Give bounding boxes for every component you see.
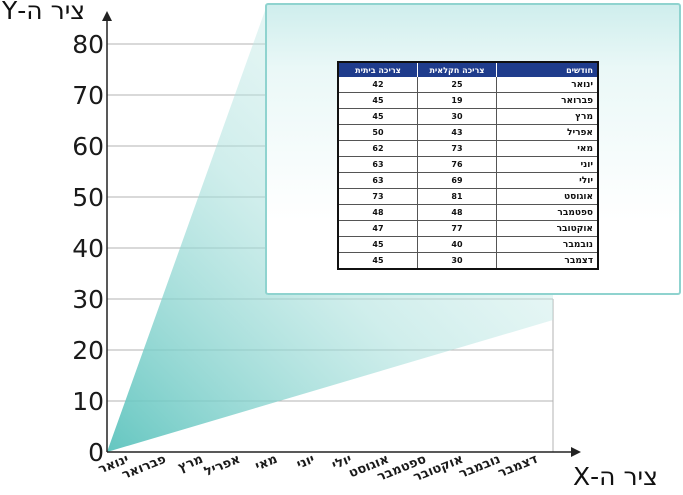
domestic-value: 62 [337,140,418,157]
month-cell: אוקטובר [496,220,598,237]
domestic-value: 63 [337,172,418,189]
y-tick-label: 40 [72,234,104,263]
agricultural-value: 43 [417,124,497,141]
y-tick-label: 20 [72,336,104,365]
y-tick-label: 80 [72,30,104,59]
month-cell: פברואר [496,92,598,109]
table-row: יוני 76 63 [337,156,598,173]
month-cell: מרץ [496,108,598,125]
x-tick-label: יולי [330,452,354,473]
y-tick-label: 70 [72,81,104,110]
x-tick-label: דצמבר [496,452,540,482]
month-cell: נובמבר [496,236,598,253]
table-header-row: חודשים צריכה חקלאית צריכה ביתית [337,62,598,77]
y-tick-label: 0 [88,438,104,467]
y-tick-label: 10 [72,387,104,416]
y-tick-labels: 0 10 20 30 40 50 60 70 80 [72,30,104,467]
table-body: ינואר 25 42 פברואר 19 45 מרץ 30 45 אפריל 43 50 מאי 73… [337,77,598,270]
month-cell: ינואר [496,77,598,93]
y-axis-arrow [102,11,112,21]
y-tick-label: 50 [72,183,104,212]
data-table: חודשים צריכה חקלאית צריכה ביתית ינואר 25 4… [337,61,599,270]
domestic-value: 50 [337,124,418,141]
domestic-value: 45 [337,108,418,125]
table-row: אפריל 43 50 [337,124,598,141]
table-row: יולי 69 63 [337,172,598,189]
agricultural-value: 30 [417,252,497,270]
x-tick-label: יוני [295,452,317,473]
x-tick-label: אפריל [202,452,242,480]
month-cell: אוגוסט [496,188,598,205]
header-domestic: צריכה ביתית [337,62,418,77]
domestic-value: 73 [337,188,418,205]
x-tick-label: מרץ [176,452,206,476]
table-row: דצמבר 30 45 [337,252,598,270]
table-row: ספטמבר 48 48 [337,204,598,221]
agricultural-value: 19 [417,92,497,109]
x-axis-title: ציר ה-X [573,462,658,491]
agricultural-value: 69 [417,172,497,189]
agricultural-value: 73 [417,140,497,157]
domestic-value: 48 [337,204,418,221]
domestic-value: 63 [337,156,418,173]
table-row: אוגוסט 81 73 [337,188,598,205]
x-tick-label: מאי [253,452,280,474]
y-axis-title: ציר ה-Y [2,0,86,25]
table-row: ינואר 25 42 [337,77,598,93]
header-months: חודשים [496,62,598,77]
x-axis-arrow [571,447,581,457]
table-row: מאי 73 62 [337,140,598,157]
table-row: אוקטובר 77 47 [337,220,598,237]
data-table-panel: חודשים צריכה חקלאית צריכה ביתית ינואר 25 4… [265,3,681,295]
month-cell: מאי [496,140,598,157]
y-tick-label: 60 [72,132,104,161]
agricultural-value: 77 [417,220,497,237]
month-cell: יוני [496,156,598,173]
table-row: מרץ 30 45 [337,108,598,125]
domestic-value: 47 [337,220,418,237]
table-row: נובמבר 40 45 [337,236,598,253]
month-cell: דצמבר [496,252,598,270]
y-tick-label: 30 [72,285,104,314]
agricultural-value: 40 [417,236,497,253]
agricultural-value: 81 [417,188,497,205]
domestic-value: 45 [337,252,418,270]
table-row: פברואר 19 45 [337,92,598,109]
callout-beam [107,5,553,452]
month-cell: ספטמבר [496,204,598,221]
agricultural-value: 30 [417,108,497,125]
agricultural-value: 48 [417,204,497,221]
domestic-value: 45 [337,92,418,109]
month-cell: יולי [496,172,598,189]
domestic-value: 42 [337,77,418,93]
month-cell: אפריל [496,124,598,141]
agricultural-value: 76 [417,156,497,173]
domestic-value: 45 [337,236,418,253]
agricultural-value: 25 [417,77,497,93]
header-agricultural: צריכה חקלאית [417,62,497,77]
